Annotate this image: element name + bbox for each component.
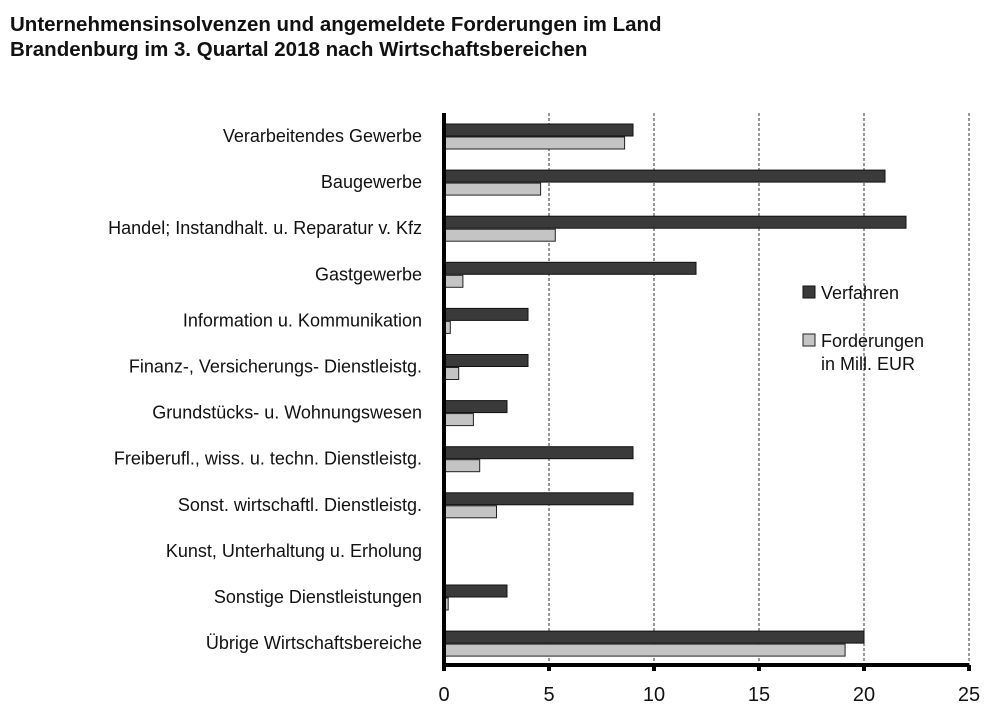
- bar-verfahren: [443, 123, 634, 137]
- legend-swatch-verfahren: [802, 285, 816, 299]
- legend-label-forderungen-line-1: Forderungen: [821, 331, 924, 351]
- bar-verfahren: [443, 630, 865, 644]
- category-label: Information u. Kommunikation: [183, 310, 422, 330]
- bar-forderungen: [443, 643, 846, 657]
- chart-title-line-1: Unternehmensinsolvenzen und angemeldete …: [10, 13, 662, 36]
- x-tick-label: 10: [643, 684, 665, 706]
- x-tick-label: 5: [543, 684, 554, 706]
- bar-forderungen: [443, 274, 464, 288]
- legend-swatch-forderungen: [802, 333, 816, 347]
- x-tick-label: 25: [958, 684, 980, 706]
- bar-verfahren: [443, 215, 907, 229]
- bar-verfahren: [443, 354, 529, 367]
- bar-forderungen: [443, 505, 497, 519]
- bar-verfahren: [443, 261, 697, 275]
- bar-forderungen: [443, 136, 626, 150]
- category-label: Übrige Wirtschaftsbereiche: [206, 633, 422, 653]
- bar-verfahren: [443, 307, 529, 321]
- x-tick-label: 20: [853, 684, 875, 706]
- bar-forderungen: [443, 459, 481, 473]
- category-label: Sonstige Dienstleistungen: [214, 587, 422, 607]
- bar-forderungen: [443, 413, 474, 427]
- category-label: Baugewerbe: [321, 172, 422, 192]
- x-tick-label: 15: [748, 684, 770, 706]
- bar-verfahren: [443, 169, 886, 183]
- bar-forderungen: [443, 182, 542, 196]
- chart-title: Unternehmensinsolvenzen und angemeldete …: [10, 12, 662, 62]
- bar-forderungen: [443, 228, 556, 242]
- bar-verfahren: [443, 584, 508, 598]
- bar-forderungen: [443, 367, 460, 380]
- category-label: Gastgewerbe: [315, 264, 422, 284]
- category-label: Freiberufl., wiss. u. techn. Dienstleist…: [114, 449, 422, 469]
- category-label: Grundstücks- u. Wohnungswesen: [152, 403, 422, 423]
- category-label: Handel; Instandhalt. u. Reparatur v. Kfz: [108, 218, 422, 238]
- category-label: Finanz-, Versicherungs- Dienstleistg.: [129, 357, 422, 377]
- legend-label-forderungen-line-2: in Mill. EUR: [821, 354, 915, 374]
- bar-verfahren: [443, 492, 634, 506]
- category-label: Verarbeitendes Gewerbe: [223, 126, 422, 146]
- chart-title-line-2: Brandenburg im 3. Quartal 2018 nach Wirt…: [10, 38, 588, 61]
- bar-verfahren: [443, 400, 508, 414]
- category-label: Sonst. wirtschaftl. Dienstleistg.: [178, 495, 422, 515]
- bar-verfahren: [443, 446, 634, 460]
- category-label: Kunst, Unterhaltung u. Erholung: [166, 541, 422, 561]
- legend-label-verfahren: Verfahren: [821, 283, 899, 303]
- x-tick-label: 0: [438, 684, 449, 706]
